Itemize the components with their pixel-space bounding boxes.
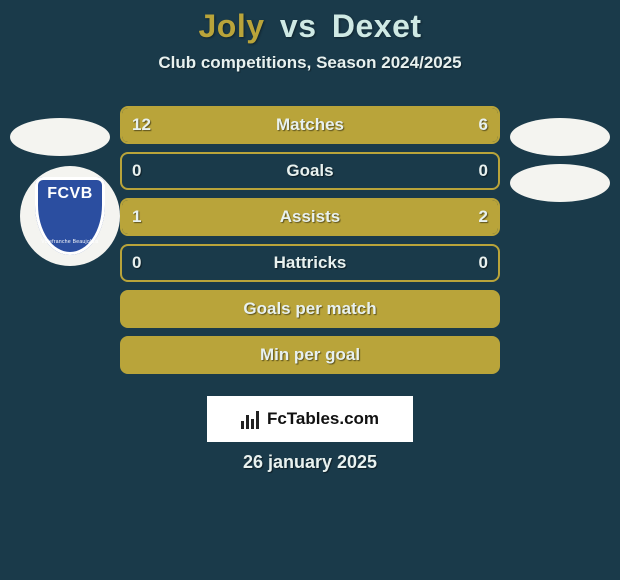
right-column <box>500 106 620 374</box>
player2-name: Dexet <box>332 8 422 44</box>
player1-name: Joly <box>198 8 264 44</box>
title: Joly vs Dexet <box>0 0 620 45</box>
crest-shield-icon: FCVB Villefranche Beaujolais <box>35 177 105 255</box>
stat-label: Hattricks <box>122 246 498 280</box>
player1-photo-oval <box>10 118 110 156</box>
stat-bars: 126Matches 00Goals 12Assists 00Hattricks Goa… <box>120 106 500 374</box>
branding-badge: FcTables.com <box>207 396 413 442</box>
comparison-card: Joly vs Dexet Club competitions, Season … <box>0 0 620 580</box>
content-grid: FCVB Villefranche Beaujolais 126Matches 0… <box>0 106 620 374</box>
stat-label: Matches <box>122 108 498 142</box>
stat-row: Min per goal <box>120 336 500 374</box>
stat-row: 126Matches <box>120 106 500 144</box>
stat-label: Goals <box>122 154 498 188</box>
branding-text: FcTables.com <box>267 409 379 429</box>
player1-crest: FCVB Villefranche Beaujolais <box>20 166 120 266</box>
stat-label: Goals per match <box>122 292 498 326</box>
crest-sublabel: Villefranche Beaujolais <box>41 239 98 245</box>
left-column: FCVB Villefranche Beaujolais <box>0 106 120 374</box>
stat-label: Assists <box>122 200 498 234</box>
crest-label: FCVB <box>47 185 93 203</box>
stat-row: 12Assists <box>120 198 500 236</box>
stat-row: 00Hattricks <box>120 244 500 282</box>
footer-date: 26 january 2025 <box>0 452 620 473</box>
stat-label: Min per goal <box>122 338 498 372</box>
player2-photo-oval-1 <box>510 118 610 156</box>
bar-chart-icon <box>241 409 261 429</box>
player2-photo-oval-2 <box>510 164 610 202</box>
vs-label: vs <box>280 8 317 44</box>
stat-row: Goals per match <box>120 290 500 328</box>
stat-row: 00Goals <box>120 152 500 190</box>
subtitle: Club competitions, Season 2024/2025 <box>0 53 620 73</box>
